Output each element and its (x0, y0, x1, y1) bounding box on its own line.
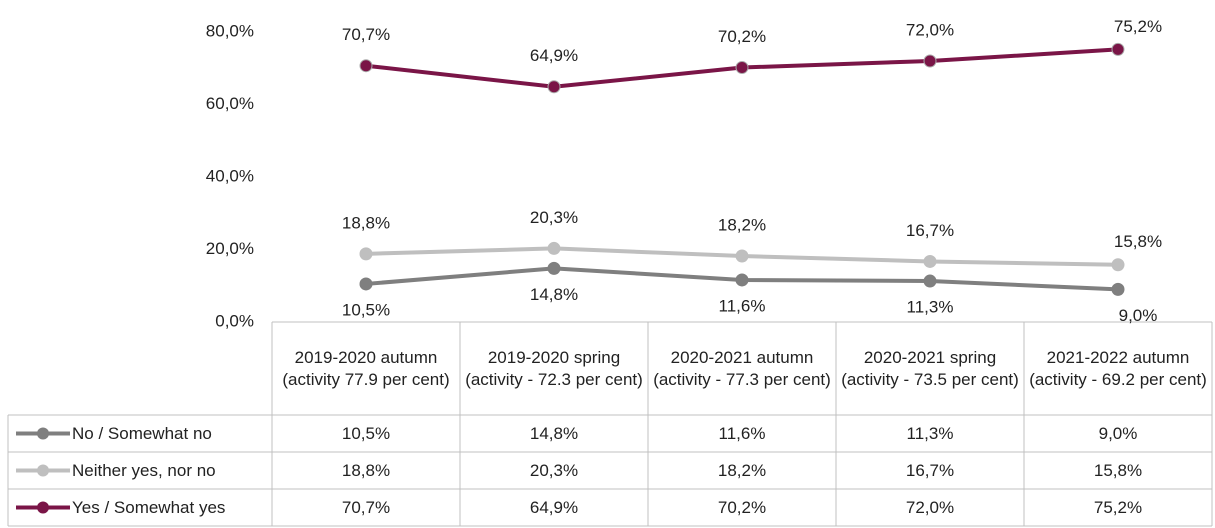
table-value: 15,8% (1093, 460, 1143, 480)
data-label: 18,8% (342, 213, 390, 232)
legend-label: No / Somewhat no (72, 424, 212, 443)
table-value: 70,7% (341, 497, 391, 517)
table-value: 16,7% (905, 460, 955, 480)
data-label: 14,8% (530, 285, 578, 304)
legend-label: Yes / Somewhat yes (72, 498, 225, 517)
table-value: 70,2% (717, 497, 767, 517)
x-tick-label: 2019-2020 spring (activity - 72.3 per ce… (465, 347, 643, 389)
data-point (923, 254, 937, 268)
y-tick-label: 20,0% (206, 239, 254, 258)
y-tick-label: 80,0% (206, 21, 254, 40)
data-point (1111, 258, 1125, 272)
data-point (923, 54, 937, 68)
data-label: 18,2% (718, 216, 766, 235)
table-value: 18,8% (341, 460, 391, 480)
data-label: 70,2% (718, 27, 766, 46)
data-point (735, 273, 749, 287)
x-tick-label: 2019-2020 autumn (activity 77.9 per cent… (282, 347, 450, 389)
data-point (1111, 42, 1125, 56)
table-value: 11,3% (906, 423, 954, 443)
table-value: 64,9% (529, 497, 579, 517)
data-label: 11,3% (907, 298, 954, 317)
y-tick-label: 40,0% (206, 166, 254, 185)
data-label: 72,0% (906, 20, 954, 39)
x-tick-label: 2020-2021 spring (activity - 73.5 per ce… (841, 347, 1019, 389)
data-point (1111, 282, 1125, 296)
data-label: 16,7% (906, 221, 954, 240)
data-label: 64,9% (530, 46, 578, 65)
table-value: 20,3% (529, 460, 579, 480)
legend-label: Neither yes, nor no (72, 461, 216, 480)
data-label: 15,8% (1114, 232, 1162, 251)
legend-marker (37, 501, 49, 514)
data-point (547, 80, 561, 94)
table-value: 72,0% (905, 497, 955, 517)
data-point (359, 277, 373, 291)
data-point (359, 59, 373, 73)
data-point (547, 261, 561, 275)
data-point (547, 241, 561, 255)
y-tick-label: 0,0% (215, 311, 254, 330)
table-value: 10,5% (341, 423, 391, 443)
data-point (735, 249, 749, 263)
table-value: 9,0% (1098, 423, 1138, 443)
x-tick-label: 2021-2022 autumn (activity - 69.2 per ce… (1029, 347, 1207, 389)
table-value: 14,8% (529, 423, 579, 443)
data-point (735, 61, 749, 75)
table-value: 11,6% (718, 423, 766, 443)
x-tick-label: 2020-2021 autumn (activity - 77.3 per ce… (653, 347, 831, 389)
table-value: 18,2% (717, 460, 767, 480)
data-label: 10,5% (342, 300, 390, 319)
table-value: 75,2% (1093, 497, 1143, 517)
legend-marker (37, 464, 49, 477)
data-label: 20,3% (530, 208, 578, 227)
data-point (923, 274, 937, 288)
data-label: 11,6% (719, 296, 766, 315)
data-label: 70,7% (342, 25, 390, 44)
legend-marker (37, 427, 49, 440)
data-label: 9,0% (1119, 306, 1158, 325)
data-label: 75,2% (1114, 17, 1162, 36)
y-tick-label: 60,0% (206, 94, 254, 113)
data-point (359, 247, 373, 261)
